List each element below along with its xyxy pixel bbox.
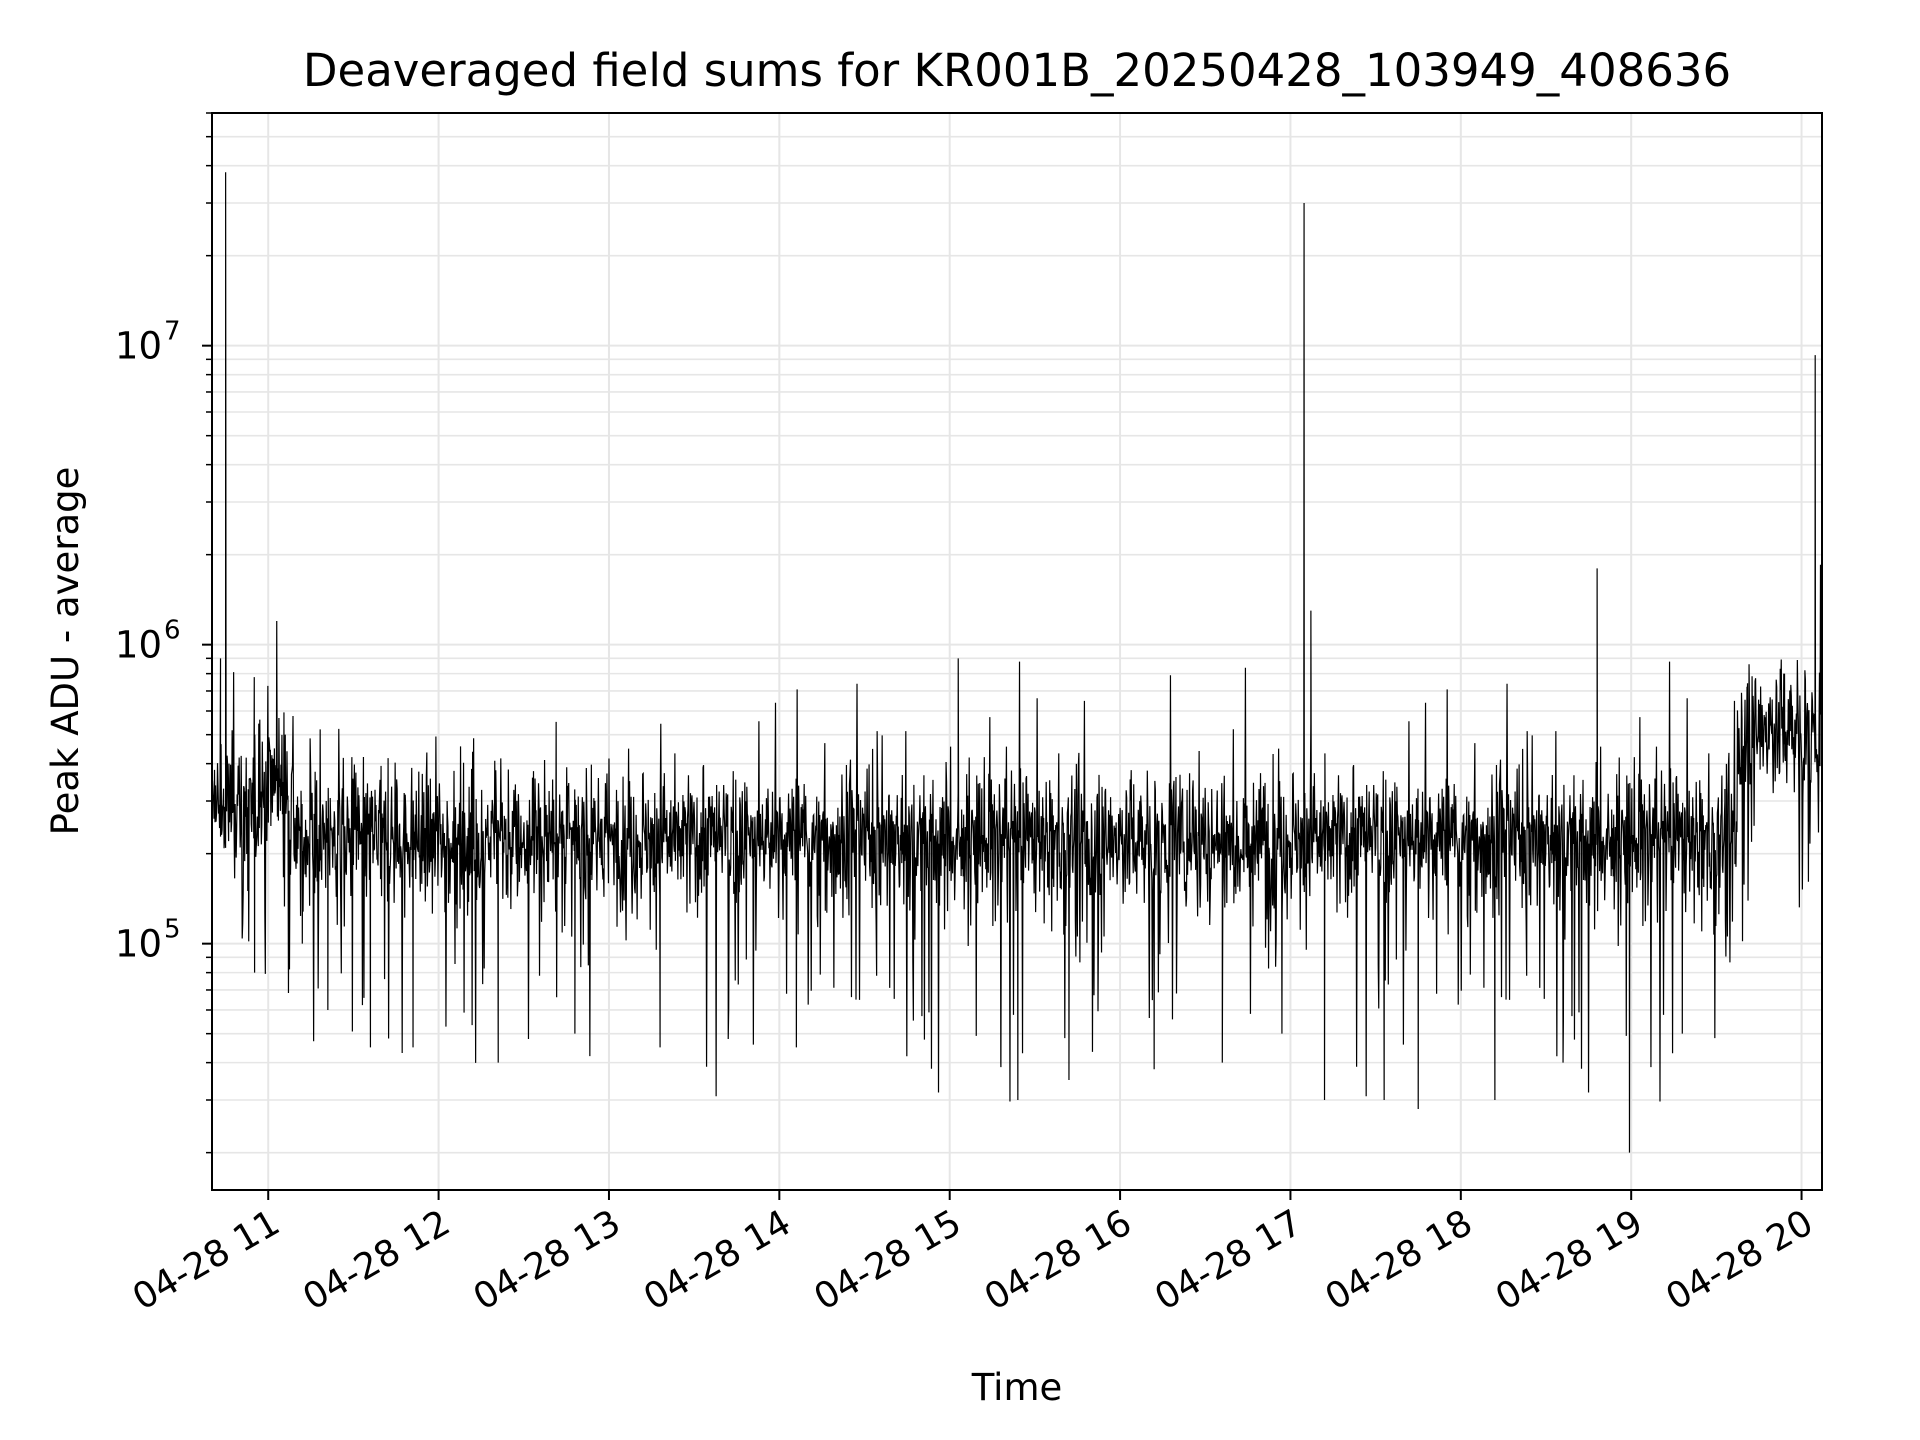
- y-tick-label: 10: [115, 624, 162, 667]
- chart-title: Deaveraged field sums for KR001B_2025042…: [303, 44, 1731, 97]
- series-line: [211, 172, 1823, 1153]
- y-tick-exponent: 7: [164, 317, 181, 347]
- y-tick-exponent: 6: [164, 616, 181, 646]
- y-axis-label: Peak ADU - average: [44, 467, 87, 836]
- y-tick-label: 10: [115, 325, 162, 368]
- y-tick-exponent: 5: [164, 915, 181, 945]
- x-axis-label: Time: [971, 1366, 1063, 1409]
- y-tick-label: 10: [115, 923, 162, 966]
- plot-area: [211, 172, 1823, 1153]
- plot-frame: [211, 112, 1823, 1191]
